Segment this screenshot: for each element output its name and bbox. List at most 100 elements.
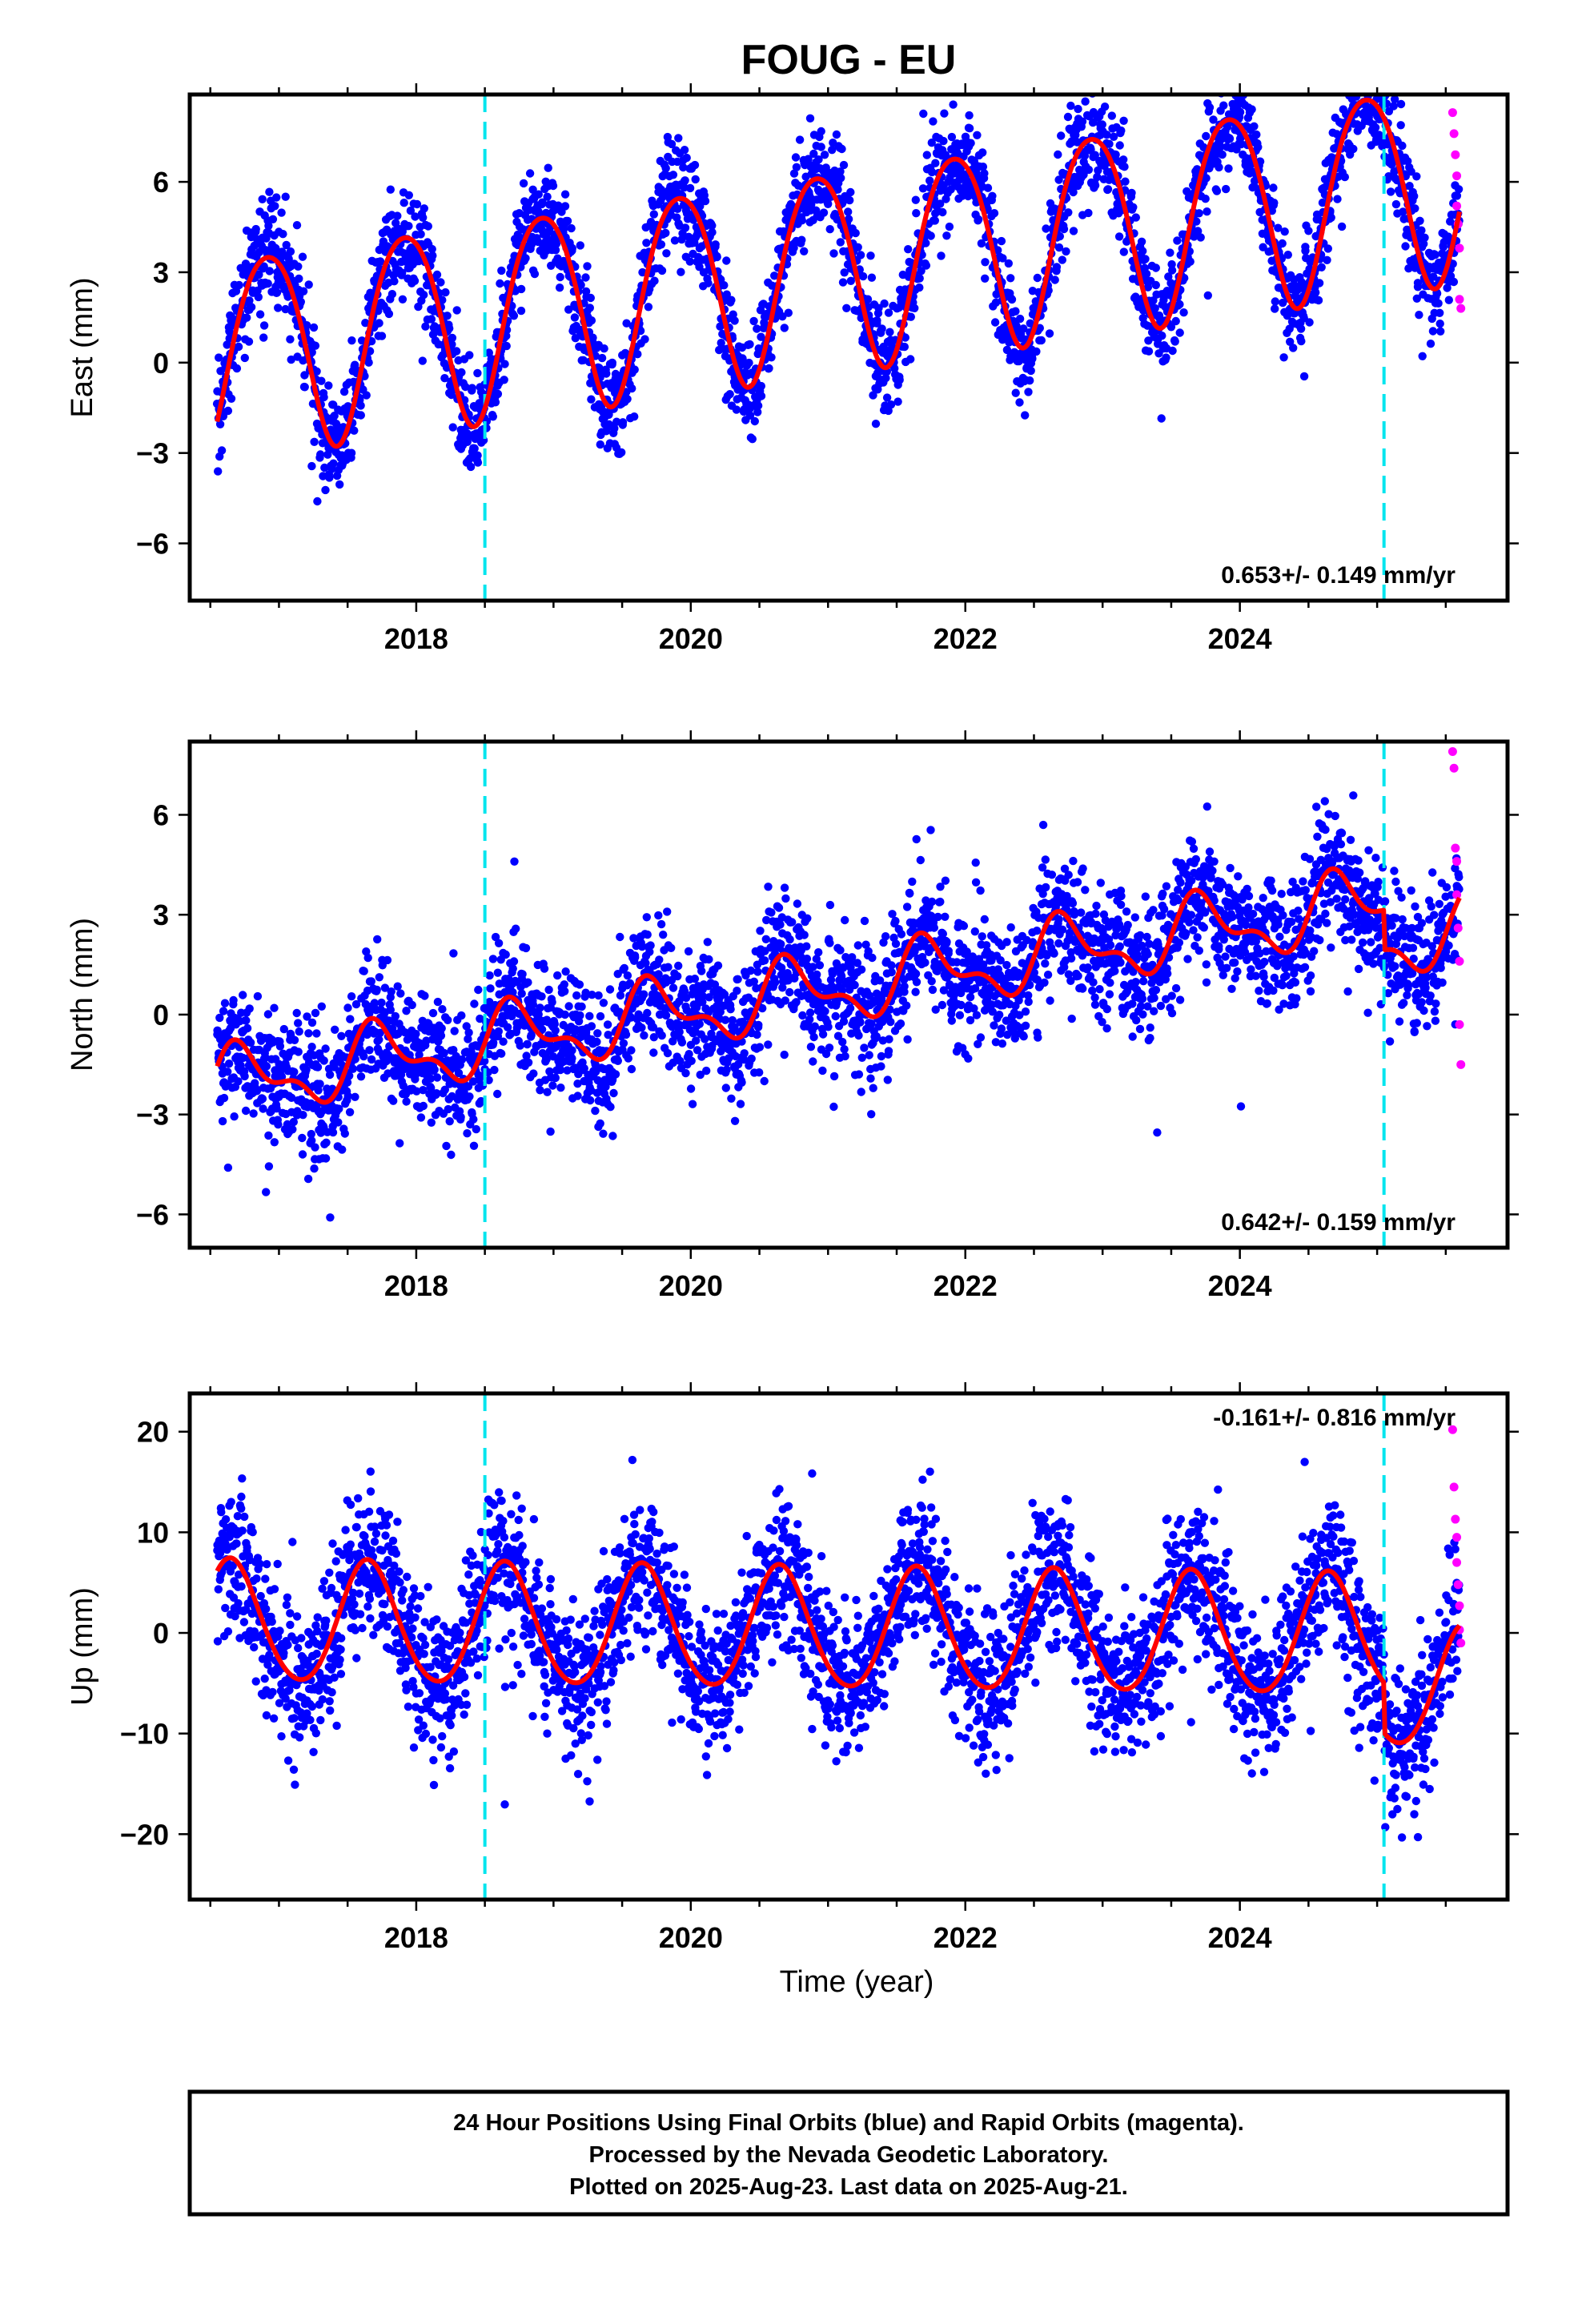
- north-final-point: [259, 1104, 267, 1113]
- east-final-point: [438, 296, 447, 304]
- east-final-point: [416, 230, 425, 239]
- east-final-point: [817, 127, 825, 136]
- north-final-point: [438, 1005, 447, 1014]
- east-final-point: [1449, 277, 1459, 287]
- east-final-point: [1418, 352, 1427, 360]
- north-final-point: [736, 1100, 745, 1108]
- east-final-point: [1401, 242, 1410, 251]
- north-final-point: [780, 883, 789, 892]
- east-final-point: [988, 191, 997, 200]
- east-final-point: [374, 307, 383, 316]
- east-final-point: [1054, 243, 1064, 252]
- east-final-point: [448, 340, 456, 349]
- east-final-point: [1201, 195, 1210, 203]
- chart-title: FOUG - EU: [741, 37, 957, 83]
- north-final-point: [724, 1054, 733, 1063]
- east-final-point: [325, 473, 334, 482]
- north-final-point: [388, 1024, 397, 1033]
- east-final-point: [1323, 244, 1333, 253]
- north-final-point: [298, 1150, 307, 1159]
- east-final-point: [1452, 191, 1462, 200]
- east-final-point: [251, 224, 260, 234]
- north-final-point: [373, 935, 382, 944]
- east-final-point: [1254, 143, 1263, 151]
- north-final-point: [661, 1011, 671, 1020]
- east-final-point: [674, 134, 683, 143]
- east-final-point: [685, 183, 695, 193]
- east-final-point: [441, 287, 450, 297]
- east-final-point: [263, 279, 272, 288]
- north-final-point: [753, 967, 762, 976]
- north-final-point: [270, 1003, 279, 1012]
- east-final-point: [292, 221, 302, 230]
- east-final-point: [1435, 308, 1444, 317]
- east-final-point: [836, 238, 845, 247]
- north-final-point: [560, 1010, 569, 1019]
- north-final-point: [737, 1078, 746, 1088]
- east-final-point: [1203, 291, 1213, 300]
- east-final-point: [1105, 139, 1114, 148]
- east-final-point: [1235, 107, 1245, 117]
- east-final-point: [1121, 177, 1130, 186]
- east-final-point: [473, 451, 482, 460]
- east-final-point: [1296, 324, 1306, 333]
- north-final-point: [264, 1131, 273, 1140]
- east-final-point: [649, 210, 658, 219]
- east-final-point: [1218, 150, 1227, 159]
- east-final-point: [1398, 141, 1407, 151]
- east-final-point: [1026, 319, 1035, 328]
- east-final-point: [488, 412, 497, 421]
- east-y-axis-title: East (mm): [66, 277, 99, 417]
- east-final-point: [974, 215, 983, 224]
- east-final-point: [727, 296, 736, 304]
- north-final-point: [548, 1081, 557, 1090]
- north-final-point: [576, 1011, 584, 1020]
- east-final-point: [390, 277, 399, 286]
- north-final-point: [527, 1031, 536, 1039]
- north-final-point: [568, 1046, 576, 1055]
- east-final-point: [1162, 353, 1170, 362]
- north-final-point: [426, 1074, 436, 1084]
- north-final-point: [249, 1109, 258, 1118]
- east-final-point: [904, 245, 913, 254]
- north-final-point: [556, 1065, 565, 1075]
- north-final-point: [343, 1078, 352, 1087]
- north-final-point: [818, 1030, 828, 1039]
- east-final-point: [1192, 217, 1201, 226]
- east-final-point: [1168, 346, 1177, 356]
- north-final-point: [338, 1145, 347, 1154]
- east-final-point: [753, 408, 762, 416]
- north-final-point: [380, 983, 390, 992]
- east-final-point: [981, 274, 990, 283]
- east-final-point: [1086, 145, 1095, 154]
- east-final-point: [990, 318, 1000, 327]
- north-final-point: [348, 1064, 358, 1073]
- north-final-point: [627, 1064, 636, 1074]
- east-final-point: [1002, 345, 1012, 355]
- east-final-point: [1062, 247, 1070, 256]
- north-final-point: [692, 1036, 701, 1045]
- east-final-point: [351, 360, 359, 369]
- east-final-point: [264, 221, 273, 231]
- north-final-point: [812, 955, 821, 963]
- north-final-point: [542, 1055, 551, 1063]
- east-final-point: [1090, 151, 1100, 159]
- east-final-point: [1107, 111, 1117, 120]
- east-final-point: [245, 296, 254, 305]
- north-final-point: [764, 883, 773, 891]
- east-rapid-point: [1452, 171, 1462, 181]
- north-final-point: [640, 1031, 648, 1040]
- north-final-point: [613, 1056, 622, 1066]
- east-y-tick-label: −6: [136, 528, 169, 561]
- north-final-point: [347, 992, 356, 1001]
- east-final-point: [911, 195, 921, 204]
- north-final-point: [604, 1031, 612, 1039]
- east-final-point: [1411, 204, 1419, 213]
- north-final-point: [522, 1051, 531, 1060]
- north-final-point: [509, 957, 519, 966]
- east-final-point: [1384, 172, 1393, 181]
- east-final-point: [680, 146, 689, 155]
- east-final-point: [1195, 209, 1203, 218]
- north-final-point: [809, 963, 817, 971]
